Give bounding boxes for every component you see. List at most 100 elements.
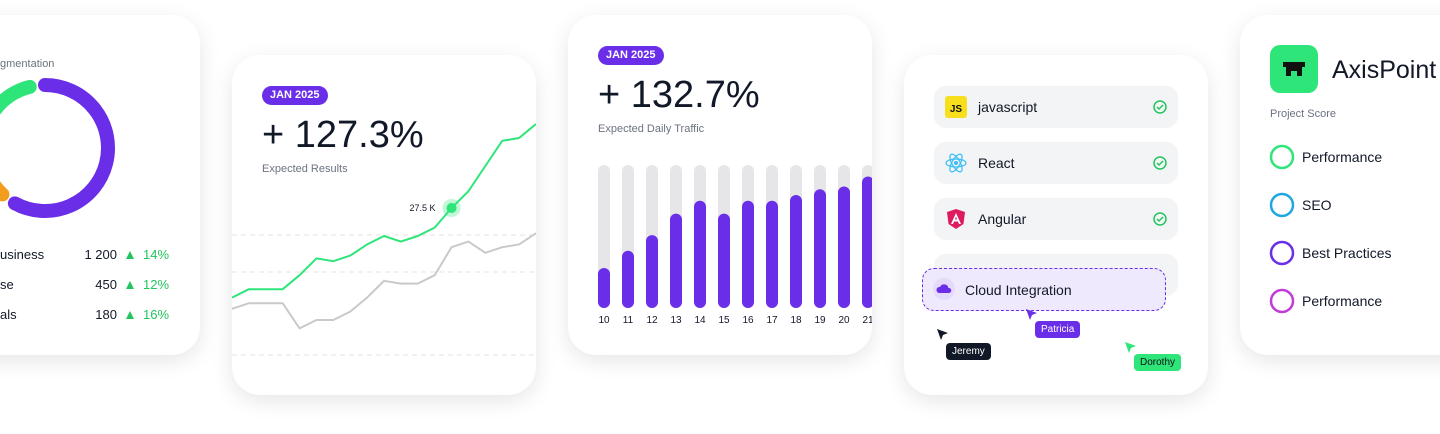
score-card: AxisPoint Project Score Performance SEO Be… <box>1240 15 1440 355</box>
dragged-item: Cloud Integration <box>922 268 1166 311</box>
line-series <box>232 232 536 330</box>
row-change: 16% <box>143 307 170 323</box>
subtitle: Expected Daily Traffic <box>598 123 705 135</box>
annotation: 27.5 K <box>409 202 436 213</box>
cursor <box>937 329 948 340</box>
badge: JAN 2025 <box>598 46 664 65</box>
card-title: gmentation <box>0 58 55 70</box>
score-ring <box>1269 288 1295 314</box>
react-orbit <box>945 158 967 168</box>
check-mark <box>1156 160 1164 167</box>
check-icon <box>1153 212 1167 226</box>
x-tick-label: 13 <box>670 315 682 326</box>
cursor <box>1026 309 1037 320</box>
bar <box>862 176 872 308</box>
score-ring <box>1269 144 1295 170</box>
check-ring <box>1153 156 1167 170</box>
donut-segment <box>0 79 37 115</box>
x-tick-label: 11 <box>622 315 634 326</box>
cursor-name: Dorothy <box>1134 354 1182 371</box>
js-icon <box>945 96 967 118</box>
traffic-card: JAN 2025 + 132.7% Expected Daily Traffic… <box>568 15 872 355</box>
react-icon <box>954 161 958 165</box>
annotated-point <box>446 203 457 213</box>
icon <box>945 153 967 173</box>
badge: JAN 2025 <box>262 86 328 105</box>
bar <box>838 186 850 308</box>
check-mark <box>1156 216 1164 223</box>
x-tick-label: 21 <box>862 315 872 326</box>
check-ring <box>1153 100 1167 114</box>
bar <box>622 250 634 308</box>
bar <box>694 200 706 308</box>
up-arrow <box>126 311 134 319</box>
react-orbit <box>949 153 963 173</box>
bar <box>670 213 682 308</box>
row-label: se <box>0 277 14 293</box>
cursor-arrow <box>1026 309 1037 320</box>
up-arrow <box>126 251 134 259</box>
bar <box>766 200 778 308</box>
item-label: javascript <box>978 98 1038 115</box>
graphic <box>232 123 536 356</box>
cursor-name: Jeremy <box>946 343 991 360</box>
bar <box>742 200 754 308</box>
row-change: 12% <box>143 277 170 293</box>
x-tick-label: 14 <box>694 315 706 326</box>
x-tick-label: 15 <box>718 315 730 326</box>
dragged-label: Cloud Integration <box>965 281 1072 298</box>
score-ring <box>1269 192 1295 218</box>
icon: JS <box>945 96 967 118</box>
bar <box>790 195 802 308</box>
label: Project Score <box>1270 108 1337 120</box>
cloud <box>936 284 952 293</box>
x-tick-label: 20 <box>838 315 850 326</box>
segmentation-card: gmentation usiness 1 200 14% se 450 12% als 180… <box>0 15 200 355</box>
graphic <box>0 78 134 319</box>
up-arrow <box>126 281 134 289</box>
integrations-card: JS javascript React Angular Cloud Integratio… <box>904 55 1208 395</box>
score-item: Best Practices <box>1302 244 1392 261</box>
graphic <box>598 165 872 308</box>
angular-icon <box>947 209 965 229</box>
headline: + 127.3% <box>262 114 424 156</box>
integration-item: Angular <box>934 198 1178 240</box>
angular-a <box>951 213 961 224</box>
react-orbit <box>949 153 963 173</box>
bar <box>718 213 730 308</box>
row-value: 180 <box>95 307 117 323</box>
cursor-name: Patricia <box>1035 321 1081 338</box>
cloud-icon <box>933 278 955 300</box>
cursor <box>1125 342 1136 353</box>
check-ring <box>1153 212 1167 226</box>
graphic <box>1269 144 1295 314</box>
bar <box>598 267 610 308</box>
x-tick-label: 12 <box>646 315 658 326</box>
score-item: SEO <box>1302 196 1332 213</box>
check-icon <box>1153 156 1167 170</box>
score-item: Performance <box>1302 148 1383 165</box>
logo <box>1270 45 1318 93</box>
subtitle: Expected Results <box>262 163 348 175</box>
icon <box>947 209 965 229</box>
x-tick-label: 19 <box>814 315 826 326</box>
headline: + 132.7% <box>598 74 760 116</box>
donut-segment <box>7 78 115 218</box>
x-tick-label: 10 <box>598 315 610 326</box>
x-tick-label: 16 <box>742 315 754 326</box>
item-label: React <box>978 154 1015 171</box>
line-series <box>232 123 536 299</box>
js-icon-text: JS <box>950 104 963 115</box>
row-value: 1 200 <box>84 247 117 263</box>
score-ring <box>1269 240 1295 266</box>
item-label: Angular <box>978 210 1027 227</box>
cursor-arrow <box>1125 342 1136 353</box>
x-tick-label: 18 <box>790 315 802 326</box>
row-change: 14% <box>143 247 170 263</box>
brand: AxisPoint <box>1332 56 1437 84</box>
x-tick-label: 17 <box>766 315 778 326</box>
donut-segment <box>0 181 10 202</box>
score-item: Performance <box>1302 292 1383 309</box>
cursor-arrow <box>937 329 948 340</box>
row-label: usiness <box>0 247 45 263</box>
